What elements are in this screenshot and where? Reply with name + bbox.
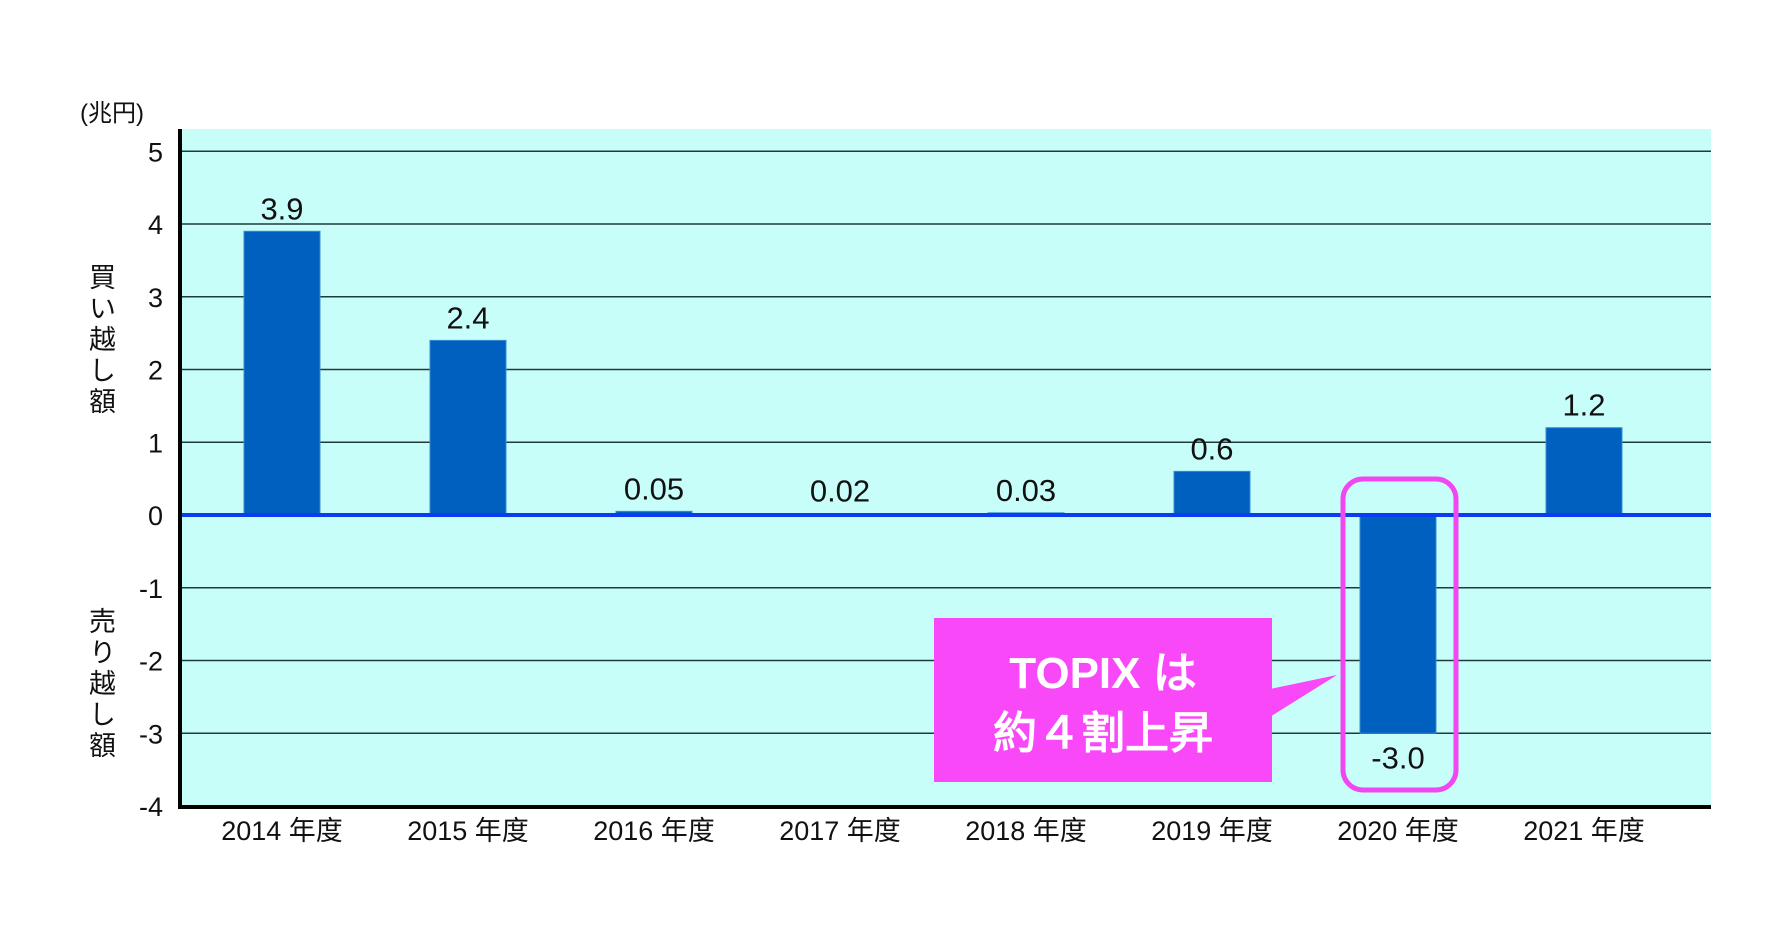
callout-tail <box>1265 675 1337 720</box>
x-tick-label: 2014 年度 <box>221 816 343 846</box>
value-label: 3.9 <box>260 191 303 226</box>
value-label: 0.05 <box>624 471 684 506</box>
highlight-box <box>1340 476 1459 793</box>
bar <box>1545 427 1623 516</box>
x-tick-label: 2016 年度 <box>593 816 715 846</box>
value-label: 0.02 <box>810 474 870 509</box>
callout-box <box>934 618 1272 782</box>
y-tick-label: -4 <box>139 792 163 822</box>
callout-line-2: 約４割上昇 <box>993 709 1213 758</box>
ylabel-positive-label: 買い越し額 <box>85 263 116 418</box>
y-tick-label: 3 <box>148 283 163 313</box>
y-tick-label: 1 <box>148 428 163 458</box>
bar <box>1173 470 1251 516</box>
x-tick-label: 2015 年度 <box>407 816 529 846</box>
ylabel-negative-label: 売り越し額 <box>85 607 116 762</box>
value-label: 0.03 <box>996 473 1056 508</box>
x-tick-label: 2017 年度 <box>779 816 901 846</box>
bar <box>1359 514 1437 734</box>
x-tick-label: 2021 年度 <box>1523 816 1645 846</box>
bar <box>243 230 321 516</box>
unit-label: (兆円) <box>80 100 144 127</box>
y-tick-label: -2 <box>139 647 163 677</box>
value-label: 1.2 <box>1562 388 1605 423</box>
bar <box>429 339 507 516</box>
value-label: -3.0 <box>1371 740 1424 775</box>
x-tick-label: 2019 年度 <box>1151 816 1273 846</box>
x-tick-label: 2020 年度 <box>1337 816 1459 846</box>
y-tick-label: 5 <box>148 137 163 167</box>
x-tick-label: 2018 年度 <box>965 816 1087 846</box>
y-tick-label: -3 <box>139 719 163 749</box>
y-tick-label: -1 <box>139 574 163 604</box>
value-label: 2.4 <box>446 300 489 335</box>
y-tick-label: 0 <box>148 501 163 531</box>
callout-line-1: TOPIX は <box>1009 649 1196 698</box>
y-tick-label: 4 <box>148 210 163 240</box>
value-label: 0.6 <box>1190 431 1233 466</box>
y-tick-label: 2 <box>148 356 163 386</box>
